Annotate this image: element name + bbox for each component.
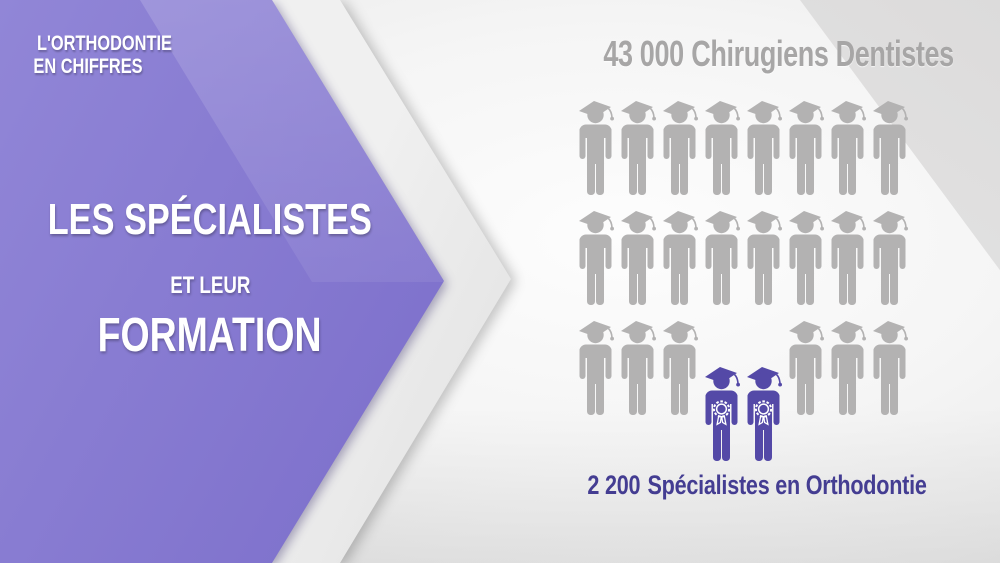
dentist-graduate-icon [616,318,660,416]
dentist-graduate-icon [742,98,786,196]
dentist-graduate-icon [868,318,912,416]
specialists-value: 2 200 [587,470,641,500]
dentist-graduate-icon [616,98,660,196]
dentist-graduate-icon [784,318,828,416]
slide-title: LES SPÉCIALISTES ET LEUR FORMATION [0,198,420,360]
dentist-graduate-icon [574,208,618,306]
dentist-graduate-icon [700,98,744,196]
title-line3: FORMATION [98,309,322,362]
total-label: Chirugiens Dentistes [691,33,954,74]
dentist-graduate-icon [826,318,870,416]
dentist-graduate-icon [868,98,912,196]
dentist-graduate-icon [742,208,786,306]
dentist-graduate-icon [784,208,828,306]
specialists-caption: 2 200 Spécialistes en Orthodontie [545,472,955,499]
specialists-text: 2 200 Spécialistes en Orthodontie [587,472,926,499]
total-value: 43 000 [603,33,684,74]
kicker-badge: L'ORTHODONTIE EN CHIFFRES [18,32,172,79]
dentist-graduate-icon [826,98,870,196]
title-line1: LES SPÉCIALISTES [47,195,373,244]
kicker-line1: L'ORTHODONTIE [37,32,172,55]
icon-grid [574,98,916,470]
dentist-graduate-icon [700,208,744,306]
dentist-graduate-icon [868,208,912,306]
dentist-graduate-icon [826,208,870,306]
specialists-label: Spécialistes en Orthodontie [647,470,927,500]
specialist-graduate-icon [742,364,786,462]
dentist-graduate-icon [574,318,618,416]
specialist-graduate-icon [700,364,744,462]
dentist-graduate-icon [658,98,702,196]
dentist-graduate-icon [574,98,618,196]
title-line2: ET LEUR [169,272,251,299]
total-dentists-heading: 43 000 Chirugiens Dentistes [545,36,955,72]
kicker-line2: EN CHIFFRES [33,55,143,79]
dentist-graduate-icon [658,208,702,306]
dentist-graduate-icon [616,208,660,306]
dentist-graduate-icon [658,318,702,416]
dentist-graduate-icon [784,98,828,196]
total-dentists-text: 43 000 Chirugiens Dentistes [603,33,954,74]
